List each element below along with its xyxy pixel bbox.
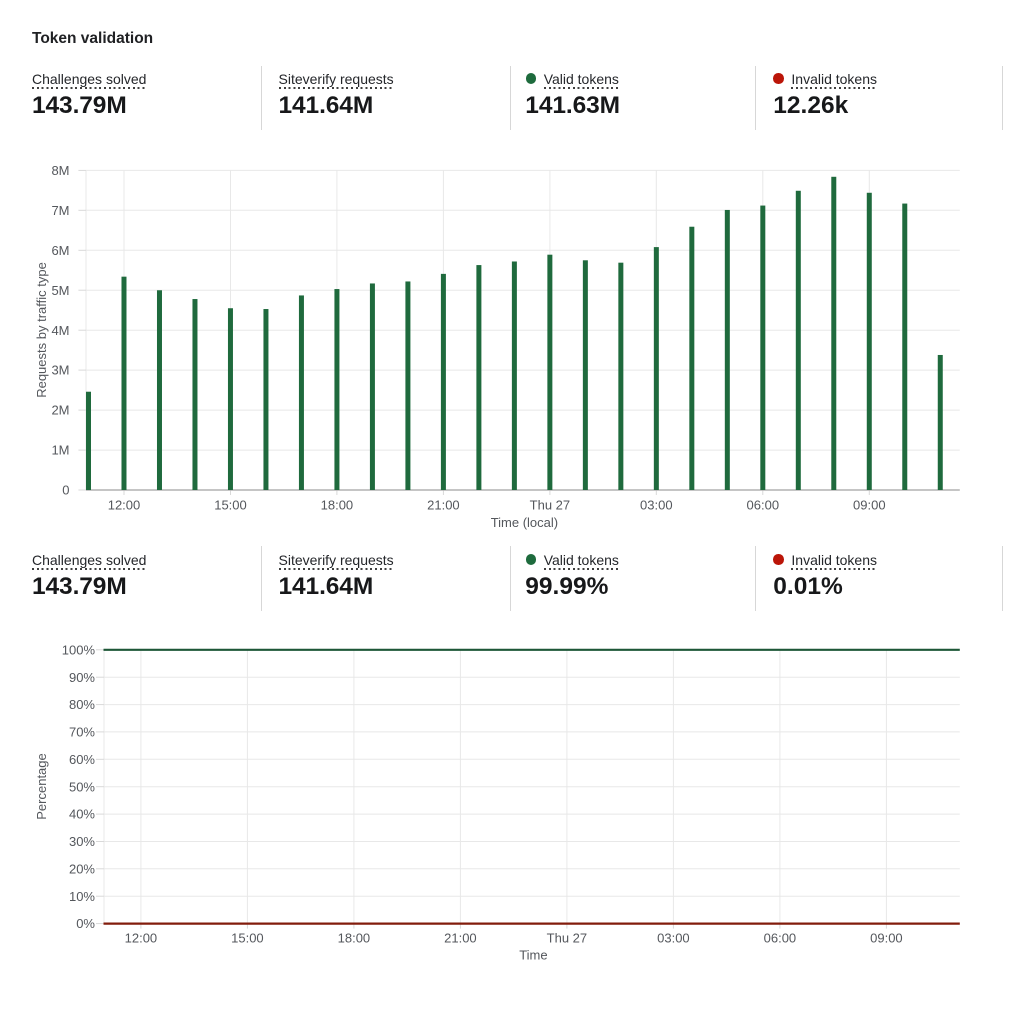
svg-text:20%: 20% <box>69 861 95 876</box>
svg-text:12:00: 12:00 <box>108 498 141 513</box>
svg-text:1M: 1M <box>51 443 69 458</box>
svg-text:70%: 70% <box>69 725 95 740</box>
svg-text:Thu 27: Thu 27 <box>547 931 587 946</box>
svg-text:50%: 50% <box>69 779 95 794</box>
svg-text:Thu 27: Thu 27 <box>530 498 570 513</box>
svg-text:Requests by traffic type: Requests by traffic type <box>34 262 49 398</box>
svg-text:06:00: 06:00 <box>764 931 797 946</box>
svg-text:0: 0 <box>62 483 69 498</box>
svg-text:Time (local): Time (local) <box>491 515 558 530</box>
svg-text:15:00: 15:00 <box>231 931 264 946</box>
svg-text:100%: 100% <box>62 642 96 657</box>
svg-text:8M: 8M <box>51 163 69 178</box>
svg-text:03:00: 03:00 <box>640 498 673 513</box>
svg-text:15:00: 15:00 <box>214 498 247 513</box>
svg-text:Percentage: Percentage <box>34 753 49 820</box>
svg-text:7M: 7M <box>51 203 69 218</box>
svg-text:03:00: 03:00 <box>657 931 690 946</box>
svg-text:10%: 10% <box>69 889 95 904</box>
svg-text:21:00: 21:00 <box>427 498 460 513</box>
svg-text:21:00: 21:00 <box>444 931 477 946</box>
svg-text:80%: 80% <box>69 697 95 712</box>
svg-text:18:00: 18:00 <box>338 931 371 946</box>
svg-text:40%: 40% <box>69 807 95 822</box>
svg-text:06:00: 06:00 <box>747 498 780 513</box>
svg-text:30%: 30% <box>69 834 95 849</box>
svg-text:5M: 5M <box>51 283 69 298</box>
svg-text:3M: 3M <box>51 363 69 378</box>
svg-text:09:00: 09:00 <box>870 931 903 946</box>
svg-text:2M: 2M <box>51 403 69 418</box>
svg-text:12:00: 12:00 <box>125 931 158 946</box>
svg-text:4M: 4M <box>51 323 69 338</box>
svg-text:6M: 6M <box>51 243 69 258</box>
svg-text:0%: 0% <box>76 916 95 931</box>
svg-text:18:00: 18:00 <box>321 498 354 513</box>
svg-text:60%: 60% <box>69 752 95 767</box>
svg-text:90%: 90% <box>69 670 95 685</box>
svg-text:Time: Time <box>519 948 547 963</box>
svg-text:09:00: 09:00 <box>853 498 886 513</box>
